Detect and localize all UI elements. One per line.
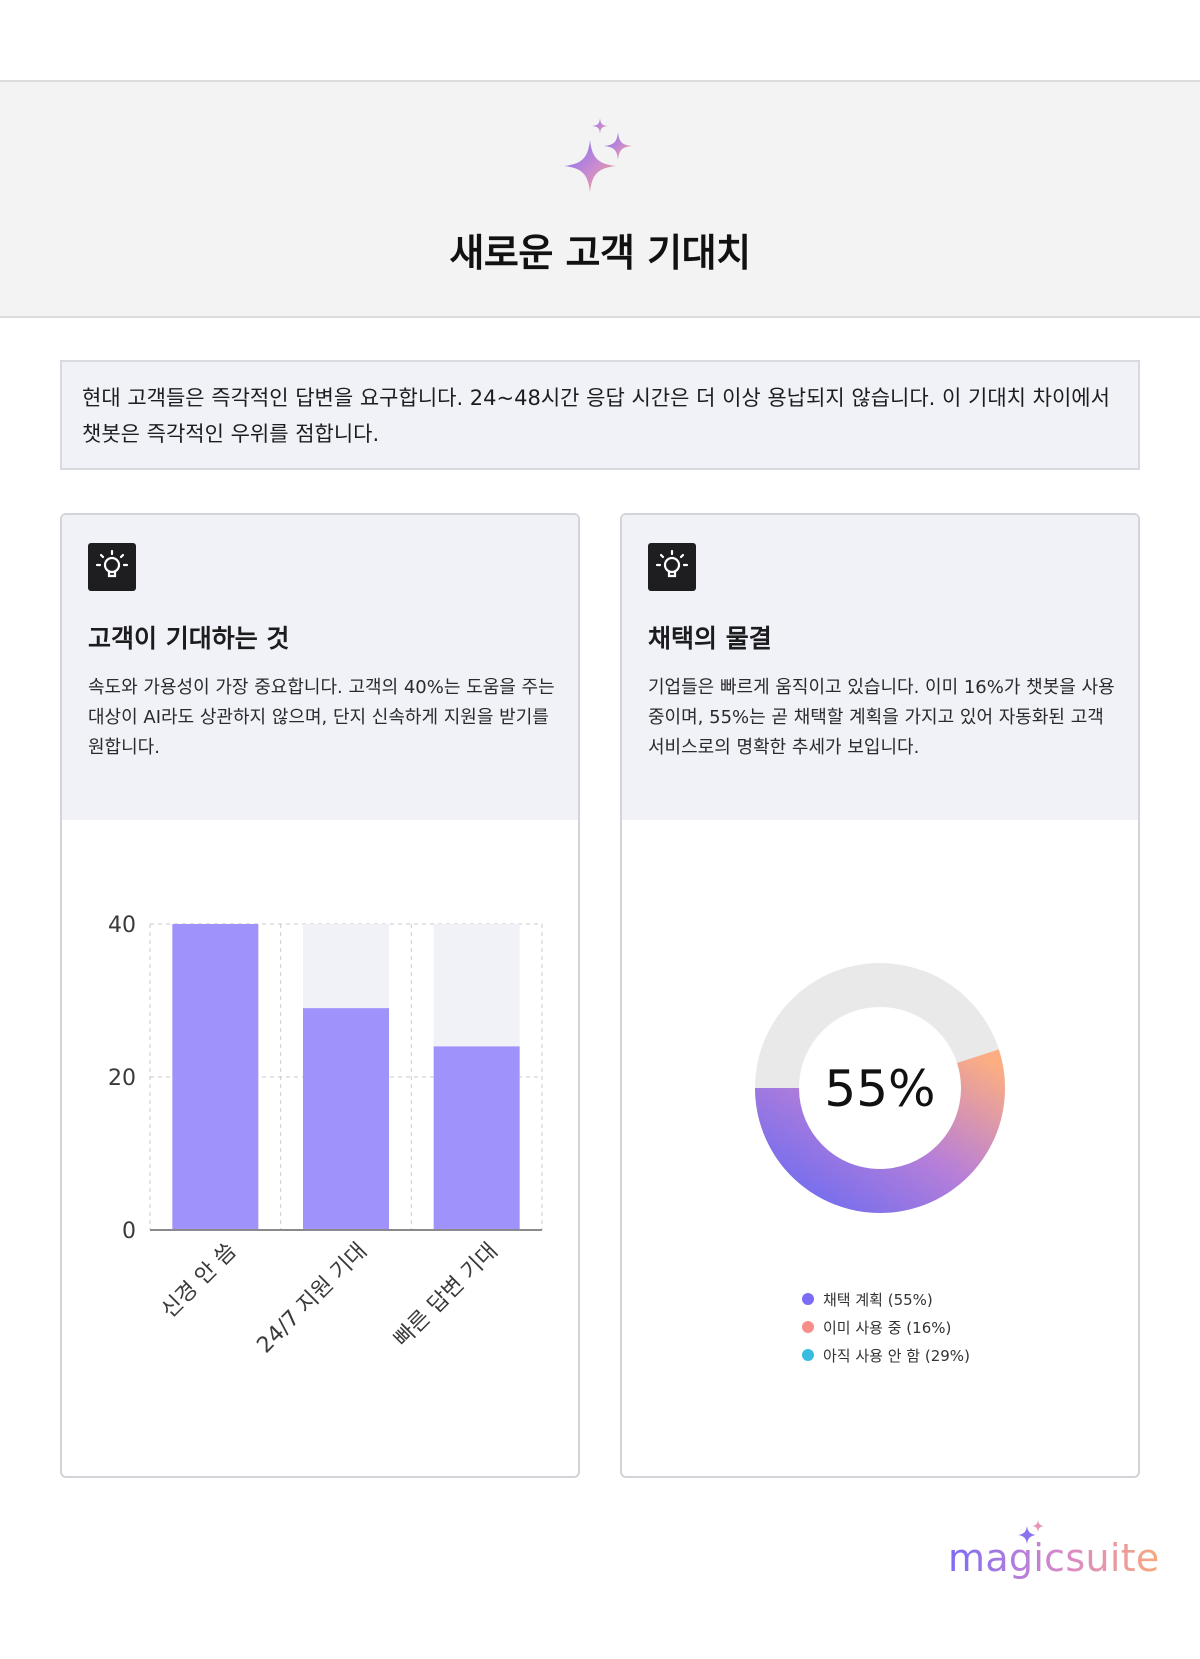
intro-callout: 현대 고객들은 즉각적인 답변을 요구합니다. 24~48시간 응답 시간은 더… [60, 360, 1140, 470]
bar-chart: 신경 안 씀 24/7 지원 기대 빠른 답변 기대 0 20 40 [108, 913, 543, 1359]
legend-dot [802, 1321, 814, 1333]
card-header: 채택의 물결 기업들은 빠르게 움직이고 있습니다. 이미 16%가 챗봇을 사… [622, 515, 1138, 820]
donut-chart-area: 55% [622, 820, 1138, 1476]
bar [172, 924, 259, 1230]
brand-wordmark: magicsuite [948, 1536, 1160, 1580]
page-title: 새로운 고객 기대치 [449, 231, 751, 275]
legend-label: 이미 사용 중 (16%) [823, 1318, 952, 1337]
donut-chart: 55% [755, 963, 1005, 1213]
x-tick-label: 빠른 답변 기대 [389, 1239, 502, 1352]
x-tick-label: 24/7 지원 기대 [252, 1239, 372, 1359]
card-header: 고객이 기대하는 것 속도와 가용성이 가장 중요합니다. 고객의 40%는 도… [62, 515, 578, 820]
card-description: 기업들은 빠르게 움직이고 있습니다. 이미 16%가 챗봇을 사용 중이며, … [648, 677, 1115, 758]
lightbulb-icon [88, 543, 136, 591]
bar [303, 1008, 389, 1230]
lightbulb-icon [648, 543, 696, 591]
donut-arc [755, 1049, 1005, 1213]
brand-logo: magicsuite [948, 1518, 1159, 1588]
card-description: 속도와 가용성이 가장 중요합니다. 고객의 40%는 도움을 주는 대상이 A… [88, 677, 555, 758]
y-tick-label: 20 [108, 1066, 136, 1091]
customer-expectations-card: 고객이 기대하는 것 속도와 가용성이 가장 중요합니다. 고객의 40%는 도… [60, 513, 580, 1478]
legend-dot [802, 1349, 814, 1361]
bar [433, 1046, 520, 1230]
bar-chart-area: 신경 안 씀 24/7 지원 기대 빠른 답변 기대 0 20 40 [62, 820, 578, 1476]
page-header: 새로운 고객 기대치 [0, 80, 1200, 318]
adoption-wave-card: 채택의 물결 기업들은 빠르게 움직이고 있습니다. 이미 16%가 챗봇을 사… [620, 513, 1140, 1478]
top-blank-strip [0, 0, 1200, 80]
card-title: 고객이 기대하는 것 [88, 624, 290, 653]
x-tick-label: 신경 안 씀 [157, 1239, 242, 1324]
legend-item: 이미 사용 중 (16%) [802, 1313, 970, 1341]
donut-center-label: 55% [824, 1060, 935, 1118]
sparkle-icon [564, 118, 632, 192]
legend-label: 아직 사용 안 함 (29%) [823, 1346, 970, 1365]
legend-item: 아직 사용 안 함 (29%) [802, 1341, 970, 1369]
legend-item: 채택 계획 (55%) [802, 1285, 970, 1313]
legend-dot [802, 1293, 814, 1305]
donut-legend: 채택 계획 (55%) 이미 사용 중 (16%) 아직 사용 안 함 (29%… [802, 1285, 970, 1369]
y-tick-label: 0 [122, 1219, 136, 1244]
y-tick-label: 40 [108, 913, 136, 938]
card-title: 채택의 물결 [648, 624, 772, 653]
legend-label: 채택 계획 (55%) [823, 1290, 933, 1309]
sparkle-icon [1018, 1520, 1044, 1544]
